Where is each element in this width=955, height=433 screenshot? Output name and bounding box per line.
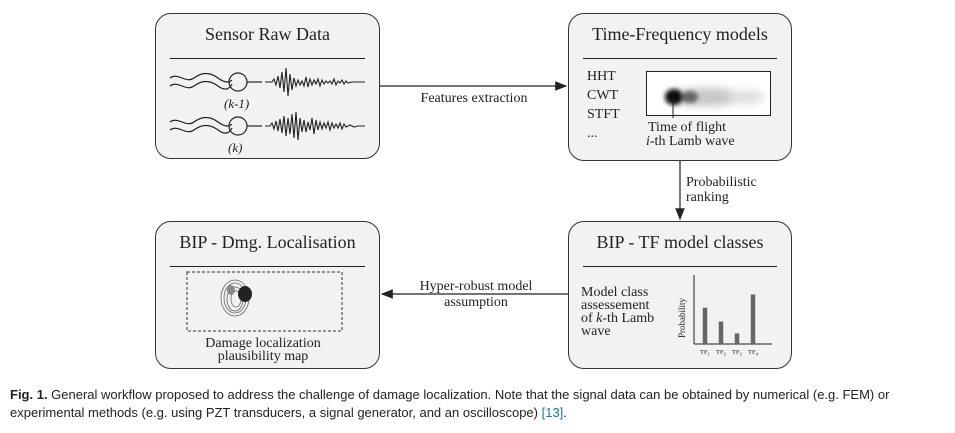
- spectrogram-graphic: [646, 71, 771, 118]
- sensor-box-title: Sensor Raw Data: [205, 24, 330, 44]
- bip-loc-box-divider: [170, 266, 365, 267]
- method-hht: HHT: [587, 69, 616, 84]
- bar-tf4: [750, 294, 756, 344]
- sensor-k-minus-1-label: (k-1): [224, 96, 249, 111]
- sensor-k-icon: [169, 116, 262, 136]
- method-more: ...: [587, 126, 598, 141]
- line3-pre: of: [581, 311, 597, 326]
- sensor-k-minus-1-icon: [169, 72, 262, 92]
- bar-tf2: [718, 321, 724, 344]
- tick-label-tf1: TF1: [700, 349, 710, 357]
- sensor-box-divider: [170, 58, 365, 59]
- tof-line2-rest: -th Lamb wave: [649, 134, 735, 149]
- caption-reference-link[interactable]: [13]: [541, 405, 564, 420]
- model-class-text-line3: of k-th Lamb: [581, 312, 654, 326]
- figure-caption: Fig. 1. General workflow proposed to add…: [10, 386, 945, 422]
- model-class-text-line4: wave: [581, 324, 611, 339]
- caption-end: .: [563, 405, 567, 420]
- hyper-robust-label-line2: assumption: [444, 295, 508, 310]
- sensor-k-label: (k): [228, 140, 242, 155]
- line3-index: k: [596, 311, 603, 326]
- bar-tf1: [702, 307, 708, 344]
- sensor-signals-graphic: (k-1) (k): [169, 67, 365, 155]
- caption-text: General workflow proposed to address the…: [10, 387, 890, 420]
- tick-label-tf3: TF3: [732, 349, 743, 357]
- time-of-flight-label: Time of flight: [648, 121, 726, 135]
- tick-label-tf4: TF4: [748, 349, 759, 357]
- tf-models-box-title: Time-Frequency models: [592, 24, 768, 44]
- method-cwt: CWT: [587, 88, 619, 103]
- model-class-text-line2: assessement: [581, 298, 650, 313]
- bar-tf3: [734, 333, 740, 344]
- line3-post: -th Lamb: [602, 311, 655, 326]
- tf-models-box-divider: [583, 58, 777, 59]
- chart-y-label: Probability: [677, 298, 687, 338]
- probabilistic-ranking-label-line2: ranking: [686, 190, 729, 205]
- signal-k-minus-1-waveform: [265, 67, 365, 97]
- tof-line2-index: i: [646, 134, 650, 149]
- probability-bar-chart: Probability TF1 TF2 TF3 TF4: [677, 275, 772, 357]
- plausibility-map-graphic: [186, 271, 343, 332]
- lamb-wave-label: i-th Lamb wave: [646, 135, 735, 149]
- features-extraction-label: Features extraction: [420, 91, 528, 106]
- caption-fig-number: Fig. 1.: [10, 387, 48, 402]
- bip-tf-box-title: BIP - TF model classes: [596, 232, 764, 252]
- map-label-line1: Damage localization: [205, 336, 321, 351]
- tick-label-tf2: TF2: [716, 349, 726, 357]
- tof-line1: Time of flight: [648, 120, 727, 135]
- model-class-text-line1: Model class: [581, 285, 649, 300]
- bip-loc-box-title: BIP - Dmg. Localisation: [179, 232, 356, 252]
- hyper-robust-label-line1: Hyper-robust model: [419, 279, 533, 294]
- map-label-line2: plausibility map: [217, 349, 309, 364]
- probabilistic-ranking-label-line1: Probabilistic: [686, 175, 757, 190]
- method-stft: STFT: [587, 107, 620, 122]
- signal-k-waveform: [265, 111, 365, 141]
- bip-tf-box-divider: [583, 266, 777, 267]
- sensor-raw-data-box: Sensor Raw Data: [155, 13, 380, 159]
- bip-damage-localisation-box: BIP - Dmg. Localisation: [155, 221, 380, 369]
